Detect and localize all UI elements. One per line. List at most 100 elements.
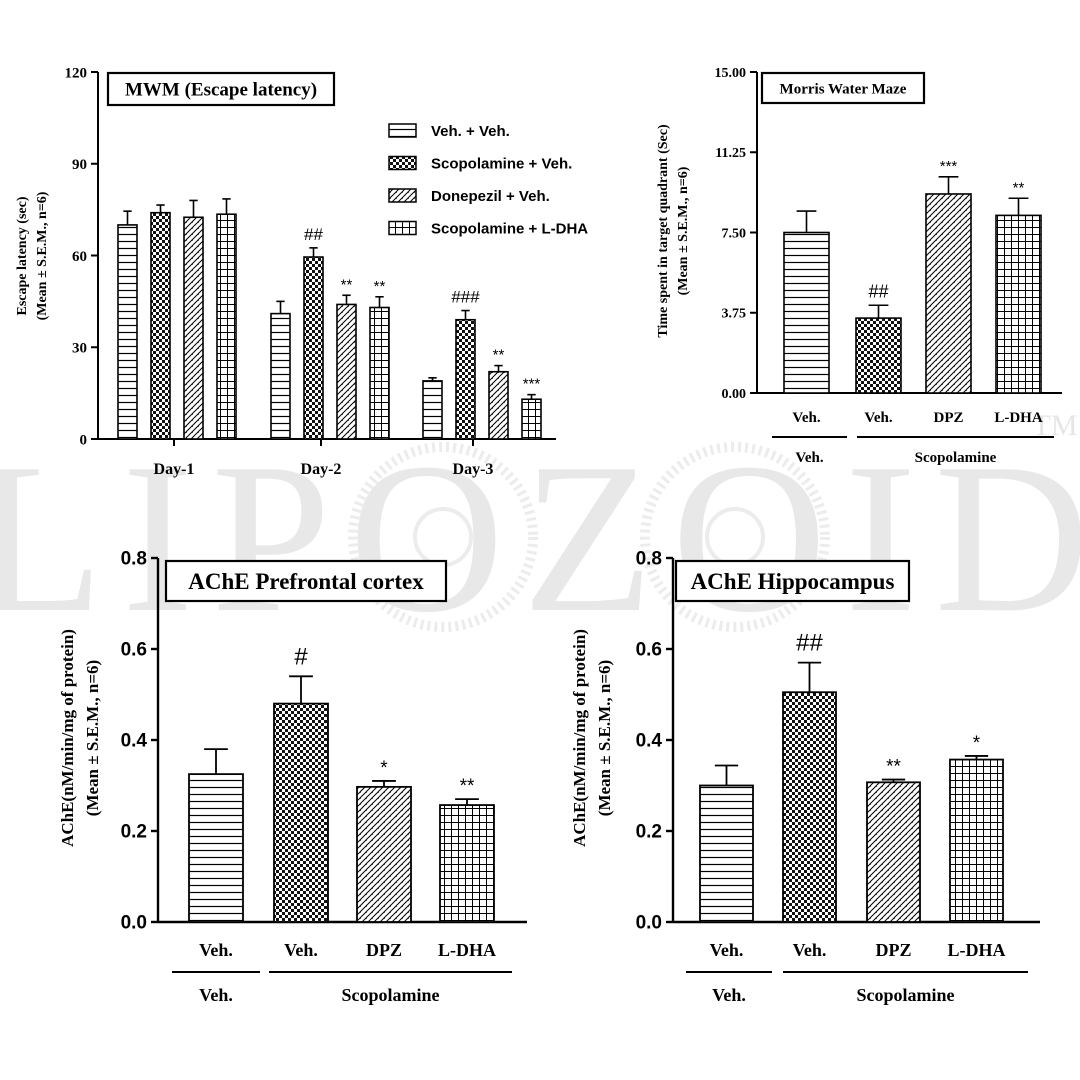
bar <box>422 380 443 440</box>
legend-swatch <box>388 155 417 171</box>
significance-label: * <box>973 733 981 754</box>
bar <box>439 804 495 923</box>
bar <box>273 702 329 923</box>
x-tick-label: L-DHA <box>438 940 496 960</box>
y-tick-label: 0.0 <box>636 913 662 934</box>
group-label: Veh. <box>712 985 746 1005</box>
y-axis-label-2: (Mean ± S.E.M., n=6) <box>83 660 102 816</box>
bar <box>782 691 837 923</box>
y-tick-label: 7.50 <box>722 226 747 241</box>
group-label: Veh. <box>199 985 233 1005</box>
group-label: Scopolamine <box>856 985 954 1005</box>
y-tick-label: 30 <box>72 341 87 357</box>
chart-title: Morris Water Maze <box>780 81 907 97</box>
watermark-text: LIPOZOID <box>0 418 1080 657</box>
y-axis-label-2: (Mean ± S.E.M., n=6) <box>676 166 691 295</box>
chart-ache-hippocampus: 0.0 0.2 0.4 0.6 0.8 AChE(nM/min/mg of protein… <box>570 549 1040 1005</box>
x-tick-label: Veh. <box>199 940 233 960</box>
significance-label: * <box>380 758 388 779</box>
chart-title: AChE Hippocampus <box>691 569 895 594</box>
significance-label: *** <box>523 376 541 393</box>
y-tick-label: 3.75 <box>722 307 747 322</box>
x-tick-label: Veh. <box>864 410 892 426</box>
watermark-circle <box>348 442 538 632</box>
bar <box>699 784 754 923</box>
title-box <box>760 71 926 105</box>
y-tick-label: 0.0 <box>121 913 147 934</box>
legend-label: Donepezil + Veh. <box>431 188 550 205</box>
legend-swatch <box>388 220 417 236</box>
x-tick-label: Day-1 <box>154 461 195 478</box>
x-tick-label: Veh. <box>710 940 744 960</box>
bar <box>783 231 830 394</box>
bar <box>183 216 204 440</box>
y-tick-label: 0.4 <box>636 731 663 752</box>
x-tick-label: Veh. <box>792 410 820 426</box>
chart-escape-latency: 0 30 60 90 120 Escape latency (sec) (Mean ± S.… <box>15 65 588 478</box>
y-tick-label: 0.8 <box>636 549 662 570</box>
y-axis-label: AChE(nM/min/mg of protein) <box>570 629 589 847</box>
y-tick-label: 0.6 <box>636 640 662 661</box>
y-tick-label: 0 <box>80 432 88 448</box>
group-label: Veh. <box>795 450 823 466</box>
bar <box>336 303 357 440</box>
bar <box>356 785 412 923</box>
x-tick-label: Day-2 <box>301 461 342 478</box>
bar <box>949 758 1004 923</box>
y-axis-label: Escape latency (sec) <box>15 196 30 315</box>
bar <box>866 781 921 923</box>
y-tick-label: 120 <box>65 65 88 81</box>
watermark-circle <box>640 442 830 632</box>
significance-label: ## <box>868 281 888 301</box>
title-box <box>106 71 336 107</box>
bar <box>270 312 291 440</box>
y-tick-label: 11.25 <box>715 146 746 161</box>
y-tick-label: 0.6 <box>121 640 147 661</box>
title-box <box>674 559 911 603</box>
legend-swatch <box>388 188 417 203</box>
group-label: Scopolamine <box>341 985 439 1005</box>
title-box <box>164 559 448 603</box>
chart-time-target-quadrant: 0.00 3.75 7.50 11.25 15.00 Time spent in targ… <box>656 66 1062 466</box>
significance-label: ### <box>451 288 480 307</box>
bar <box>117 224 138 440</box>
legend-label: Scopolamine + Veh. <box>431 156 572 173</box>
x-tick-label: Day-3 <box>453 461 494 478</box>
x-tick-label: L-DHA <box>948 940 1006 960</box>
bar <box>855 317 902 394</box>
bar <box>455 318 476 440</box>
significance-label: *** <box>940 158 958 175</box>
chart-title: MWM (Escape latency) <box>125 80 317 101</box>
bar <box>995 214 1042 394</box>
significance-label: ** <box>374 278 386 295</box>
bar <box>303 256 324 440</box>
watermark: LIPOZOID TM <box>0 409 1080 657</box>
x-tick-label: Veh. <box>284 940 318 960</box>
significance-label: ** <box>886 757 901 778</box>
group-label: Scopolamine <box>915 450 997 466</box>
bar <box>488 370 509 440</box>
significance-label: # <box>294 643 308 670</box>
bar <box>369 306 390 440</box>
y-tick-label: 0.00 <box>722 387 747 402</box>
significance-label: ** <box>493 347 505 364</box>
y-tick-label: 15.00 <box>715 66 747 81</box>
x-tick-label: DPZ <box>366 940 402 960</box>
x-tick-label: L-DHA <box>994 410 1043 426</box>
bar <box>188 773 244 923</box>
significance-label: ** <box>460 776 475 797</box>
y-axis-label-2: (Mean ± S.E.M., n=6) <box>595 660 614 816</box>
y-tick-label: 90 <box>72 157 87 173</box>
significance-label: ## <box>304 225 323 244</box>
bar <box>150 211 171 440</box>
y-axis-label: AChE(nM/min/mg of protein) <box>58 629 77 847</box>
significance-label: ## <box>796 630 823 657</box>
y-tick-label: 0.2 <box>121 822 147 843</box>
bar <box>521 398 542 440</box>
y-tick-label: 0.8 <box>121 549 147 570</box>
legend-label: Scopolamine + L-DHA <box>431 221 588 238</box>
x-tick-label: DPZ <box>876 940 912 960</box>
significance-label: ** <box>341 276 353 293</box>
legend-label: Veh. + Veh. <box>431 123 510 140</box>
